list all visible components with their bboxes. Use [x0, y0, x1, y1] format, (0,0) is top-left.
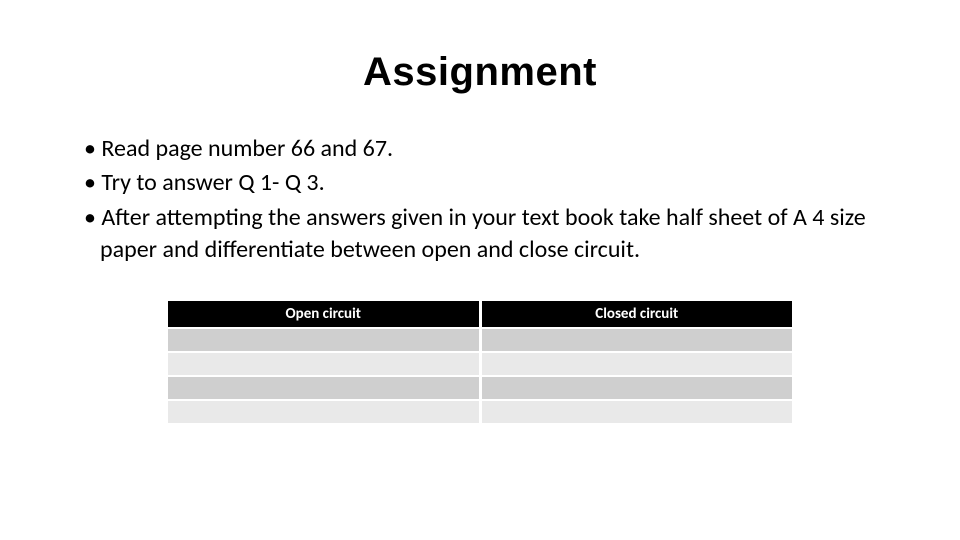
table-cell [482, 401, 793, 423]
table-row [168, 353, 792, 375]
table-cell [168, 377, 479, 399]
col-open-circuit: Open circuit [168, 301, 479, 327]
table-header-row: Open circuit Closed circuit [168, 301, 792, 327]
page-title: Assignment [70, 50, 890, 95]
table-row [168, 377, 792, 399]
table-cell [482, 353, 793, 375]
bullet-item: Try to answer Q 1- Q 3. [80, 167, 890, 199]
comparison-table: Open circuit Closed circuit [165, 299, 795, 425]
table-cell [482, 329, 793, 351]
col-closed-circuit: Closed circuit [482, 301, 793, 327]
slide: Assignment Read page number 66 and 67. T… [0, 0, 960, 540]
circuit-table: Open circuit Closed circuit [165, 299, 795, 425]
table-row [168, 329, 792, 351]
table-row [168, 401, 792, 423]
table-cell [168, 353, 479, 375]
bullet-item: After attempting the answers given in yo… [80, 202, 890, 267]
table-cell [168, 401, 479, 423]
bullet-item: Read page number 66 and 67. [80, 133, 890, 165]
table-cell [482, 377, 793, 399]
bullet-list: Read page number 66 and 67. Try to answe… [70, 133, 890, 267]
table-cell [168, 329, 479, 351]
